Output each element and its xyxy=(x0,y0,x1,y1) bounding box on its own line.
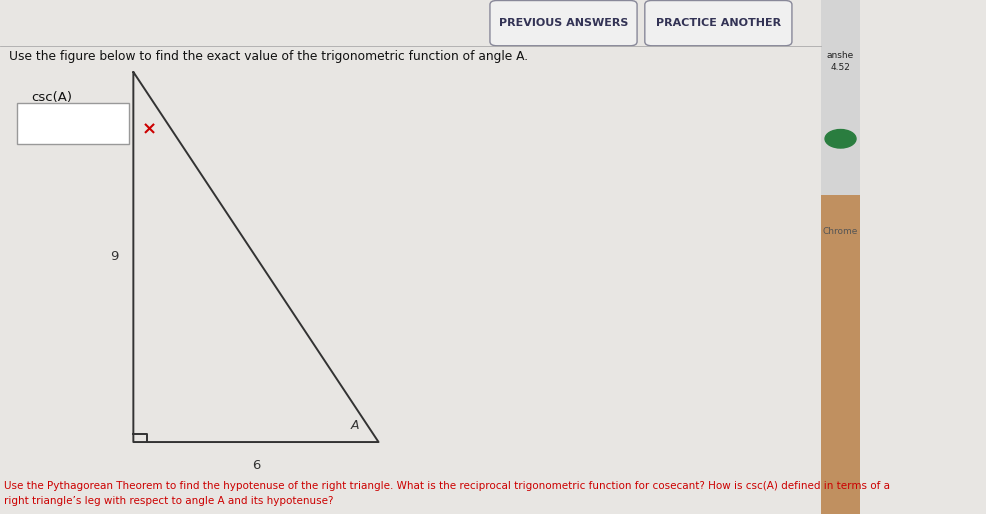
FancyBboxPatch shape xyxy=(645,1,792,46)
Text: Chrome: Chrome xyxy=(823,227,858,236)
Text: A: A xyxy=(350,419,359,432)
Text: Use the figure below to find the exact value of the trigonometric function of an: Use the figure below to find the exact v… xyxy=(9,50,528,63)
Text: PRACTICE ANOTHER: PRACTICE ANOTHER xyxy=(656,18,781,28)
Text: 6: 6 xyxy=(251,458,260,472)
Text: 9: 9 xyxy=(110,250,118,264)
Bar xyxy=(17,103,129,144)
Text: PREVIOUS ANSWERS: PREVIOUS ANSWERS xyxy=(499,18,628,28)
Text: Use the Pythagorean Theorem to find the hypotenuse of the right triangle. What i: Use the Pythagorean Theorem to find the … xyxy=(4,481,890,506)
Bar xyxy=(820,0,861,195)
FancyBboxPatch shape xyxy=(490,1,637,46)
Bar xyxy=(820,195,861,514)
Text: csc(A): csc(A) xyxy=(32,91,72,104)
Circle shape xyxy=(825,130,856,148)
Text: ×: × xyxy=(142,121,157,139)
Text: anshe
4.52: anshe 4.52 xyxy=(827,51,854,72)
